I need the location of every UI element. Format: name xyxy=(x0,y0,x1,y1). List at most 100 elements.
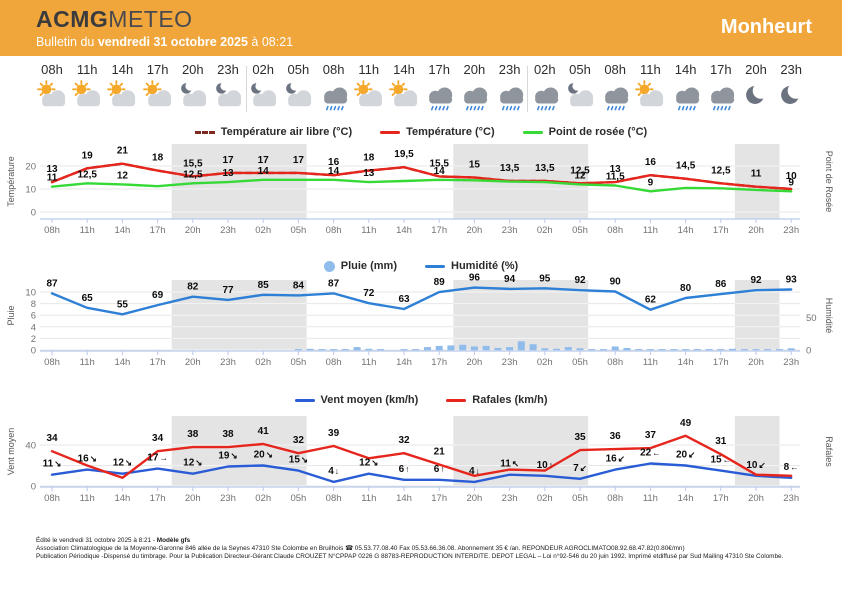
app-header: ACMGMETEO Bulletin du vendredi 31 octobr… xyxy=(0,0,842,56)
value-label: 11 xyxy=(47,173,58,184)
rain-bars xyxy=(459,344,467,351)
x-tick-label: 08h xyxy=(44,225,60,236)
x-tick-label: 11h xyxy=(643,357,658,368)
value-label: 11,5 xyxy=(606,172,625,183)
x-tick-label: 14h xyxy=(396,225,412,236)
value-label: 19,5 xyxy=(394,149,414,160)
wind-direction-arrow: ↘ xyxy=(54,459,61,469)
rain-bars xyxy=(717,349,725,351)
x-tick-label: 11h xyxy=(643,225,658,236)
x-tick-label: 11h xyxy=(80,493,95,504)
value-label: 17 xyxy=(222,155,234,166)
legend-item: Vent moyen (km/h) xyxy=(294,394,418,406)
x-tick-label: 20h xyxy=(466,357,482,368)
timeline-slot: 11h xyxy=(347,62,391,111)
wind-direction-arrow: ← xyxy=(790,462,799,472)
value-label: 17 xyxy=(258,155,270,166)
y-tick-label: 50 xyxy=(806,313,817,324)
wind-chart: 08h 11h 14h 17h 20h 23h 02h 05h 08h 11h 14h 17h 20h 2… xyxy=(6,416,834,504)
x-tick-label: 11h xyxy=(80,225,95,236)
rain-bars xyxy=(365,348,373,351)
value-label: 16 xyxy=(645,157,657,168)
day-separator xyxy=(527,66,529,112)
footer-line-2: Association Climatologique de la Moyenne… xyxy=(36,545,685,552)
rain-bars xyxy=(318,349,326,351)
y-axis-title-right: Point de Rosée xyxy=(824,151,834,213)
rain-bars xyxy=(787,348,795,351)
rain-bars xyxy=(600,349,607,351)
value-label: 12,5 xyxy=(77,169,97,180)
value-label: 10 xyxy=(786,171,798,182)
value-label: 90 xyxy=(610,277,622,288)
rain-bars xyxy=(646,349,654,351)
x-tick-label: 08h xyxy=(326,357,342,368)
temperature-chart: 08h 11h 14h 17h 20h 23h 02h 05h 08h 11h 14h 17h 20h 2… xyxy=(6,144,834,236)
value-label: 95 xyxy=(539,273,551,284)
x-tick-label: 17h xyxy=(150,493,166,504)
wind-direction-arrow: → xyxy=(159,453,168,463)
time-label: 14h xyxy=(111,62,134,77)
wind-direction-arrow: ← xyxy=(652,447,661,457)
rain-humidity-legend: Pluie (mm) Humidité (%) xyxy=(0,260,842,272)
wind-direction-arrow: ↘ xyxy=(301,455,308,465)
value-label: 21 xyxy=(117,146,129,157)
timeline-slot: 08h xyxy=(312,62,356,111)
value-label: 96 xyxy=(469,273,481,284)
rain-bars xyxy=(576,348,584,351)
timeline-slot: 20h xyxy=(452,62,496,111)
time-label: 17h xyxy=(709,62,732,77)
rain-bars xyxy=(635,349,643,351)
rain-bars xyxy=(494,348,502,351)
rain-bars xyxy=(623,348,631,351)
dew-point-line xyxy=(50,178,793,193)
value-label: 15,5 xyxy=(183,158,203,169)
bulletin-prefix: Bulletin du xyxy=(36,35,98,49)
x-tick-label: 14h xyxy=(114,225,130,236)
night-band xyxy=(734,144,780,219)
rain-bars xyxy=(764,349,772,351)
temp-line xyxy=(50,162,793,191)
time-label: 20h xyxy=(463,62,486,77)
x-tick-label: 17h xyxy=(431,493,447,504)
value-label: 15,5 xyxy=(429,158,449,169)
wind-direction-arrow: ↘ xyxy=(125,458,132,468)
wind-direction-arrow: ↘ xyxy=(371,458,378,468)
value-label: 12,5 xyxy=(183,169,203,180)
timeline-slot: 11h xyxy=(628,62,672,111)
value-label: 14 xyxy=(434,166,446,177)
x-tick-label: 17h xyxy=(150,357,166,368)
value-label: 13 xyxy=(363,168,375,179)
x-tick-label: 02h xyxy=(255,493,271,504)
value-label: 18 xyxy=(363,153,375,164)
value-label: 12↘ xyxy=(359,458,378,469)
y-axis-title-left: Vent moyen xyxy=(6,428,16,476)
rain-bars xyxy=(447,345,455,351)
value-label: 22← xyxy=(640,447,661,458)
brand-primary: ACMG xyxy=(36,6,109,32)
x-tick-label: 14h xyxy=(678,493,694,504)
value-label: 16↘ xyxy=(78,454,97,465)
x-tick-label: 05h xyxy=(572,493,588,504)
y-tick-label: 4 xyxy=(31,322,36,333)
rain-bars xyxy=(588,349,596,351)
rain-bars xyxy=(705,349,713,351)
value-label: 63 xyxy=(398,294,410,305)
value-label: 10↑ xyxy=(537,460,553,471)
footer-line-1: Édité le vendredi 31 octobre 2025 à 8:21… xyxy=(36,537,826,545)
x-tick-label: 08h xyxy=(607,357,623,368)
x-tick-label: 05h xyxy=(290,493,306,504)
rain-bars xyxy=(729,348,736,351)
value-label: 15 xyxy=(469,160,481,171)
footer: Édité le vendredi 31 octobre 2025 à 8:21… xyxy=(36,537,826,561)
value-label: 41 xyxy=(258,426,270,437)
value-label: 82 xyxy=(187,282,199,293)
rain-bars xyxy=(506,347,514,351)
value-label: 39 xyxy=(328,428,340,439)
y-axis-title-left: Température xyxy=(6,156,16,207)
x-tick-label: 20h xyxy=(466,225,482,236)
rain-bars xyxy=(517,341,525,351)
value-label: 38 xyxy=(187,429,199,440)
x-tick-label: 08h xyxy=(326,493,342,504)
x-tick-label: 17h xyxy=(431,357,447,368)
